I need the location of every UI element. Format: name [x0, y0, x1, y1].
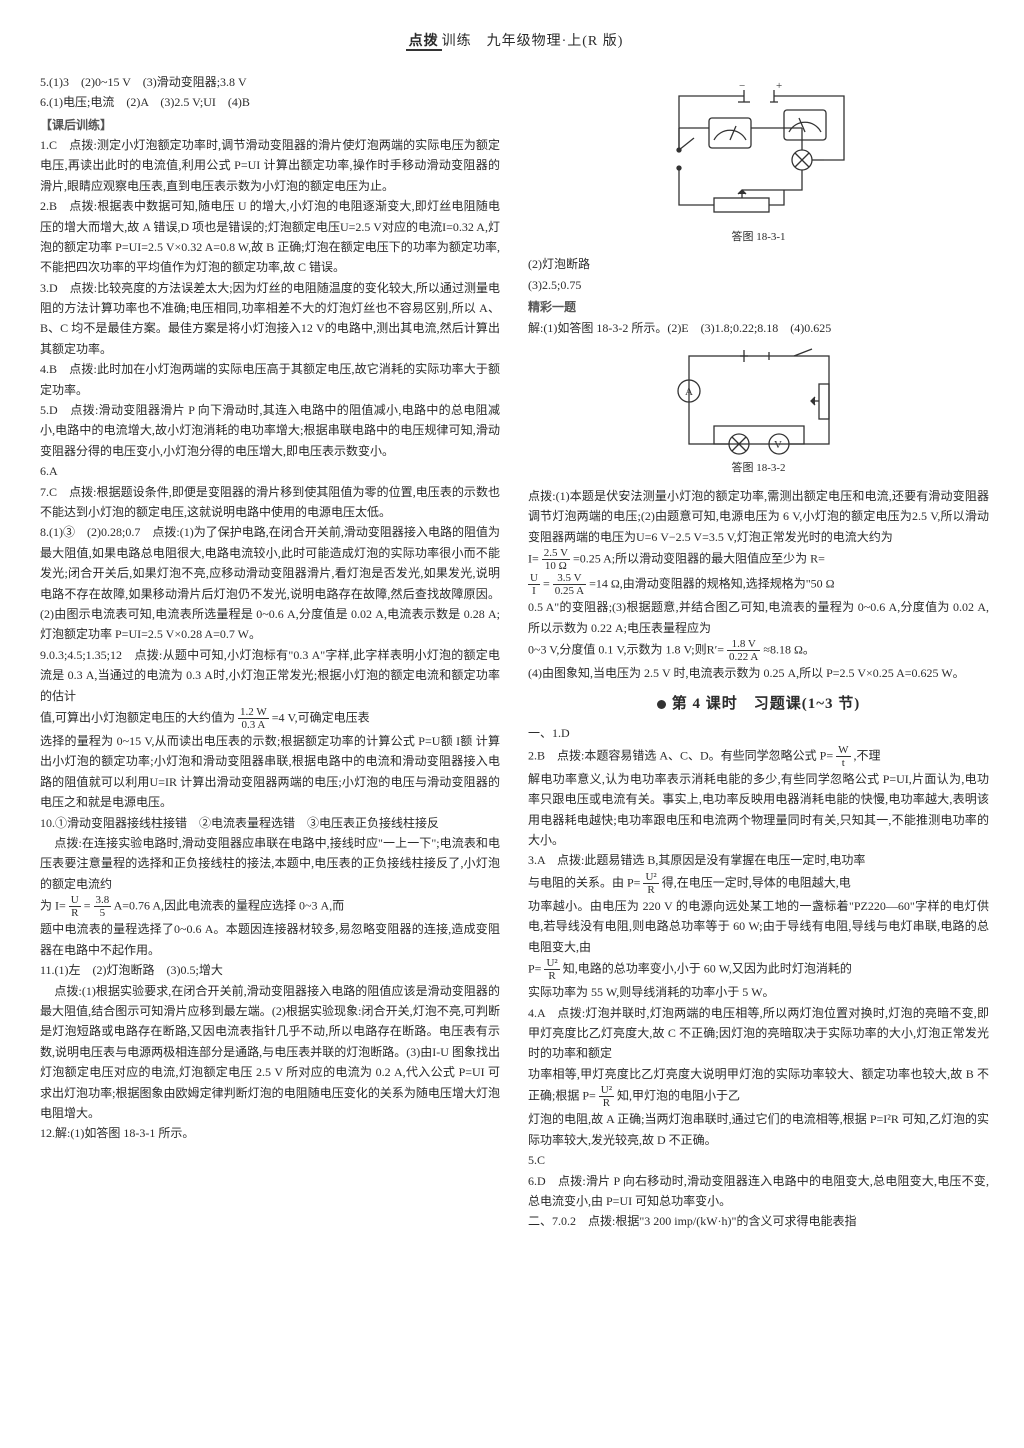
q9a: 9.0.3;4.5;1.35;12 点拨:从题中可知,小灯泡标有"0.3 A"字… [40, 645, 500, 706]
s4b-post: 知,甲灯泡的电阻小于乙 [617, 1089, 740, 1103]
jb2-post: =0.25 A;所以滑动变阻器的最大阻值应至少为 R= [573, 551, 825, 565]
right-column: − + 答图 18-3-1 (2)灯泡断路 (3)2.5;0.75 精彩一题 解… [528, 72, 989, 1232]
left-column: 5.(1)3 (2)0~15 V (3)滑动变阻器;3.8 V 6.(1)电压;… [40, 72, 500, 1232]
jb3-post: =14 Ω,由滑动变阻器的规格知,选择规格为"50 Ω [589, 576, 835, 590]
jb2: I= 2.5 V10 Ω =0.25 A;所以滑动变阻器的最大阻值应至少为 R= [528, 547, 989, 572]
header-logo1: 点拨 [406, 34, 442, 51]
s3b: 与电阻的关系。由 P= U²R 得,在电压一定时,导体的电阻越大,电 [528, 871, 989, 896]
frac-r2: UI [528, 572, 540, 597]
q11a: 11.(1)左 (2)灯泡断路 (3)0.5;增大 [40, 960, 500, 980]
jb5-pre: 0~3 V,分度值 0.1 V,示数为 1.8 V;则R′= [528, 642, 724, 656]
lesson-title: 第 4 课时 习题课(1~3 节) [672, 696, 861, 712]
q4: 4.B 点拨:此时加在小灯泡两端的实际电压高于其额定电压,故它消耗的实际功率大于… [40, 359, 500, 400]
page-header: 点拨训练 九年级物理·上(R 版) [40, 30, 989, 54]
q10d: 题中电流表的量程选择了0~0.6 A。本题因连接器材较多,易忽略变阻器的连接,造… [40, 919, 500, 960]
frac-1: 1.2 W0.3 A [238, 706, 269, 731]
q10b: 点拨:在连接实验电路时,滑动变阻器应串联在电路中,接线时应"一上一下";电流表和… [40, 833, 500, 894]
q3: 3.D 点拨:比较亮度的方法误差太大;因为灯丝的电阻随温度的变化较大,所以通过测… [40, 278, 500, 360]
q10c-mid: = [84, 899, 91, 913]
q5: 5.D 点拨:滑动变阻器滑片 P 向下滑动时,其连入电路中的阻值减小,电路中的总… [40, 400, 500, 461]
q10c-pre: 为 I= [40, 899, 66, 913]
jc1: 解:(1)如答图 18-3-2 所示。(2)E (3)1.8;0.22;8.18… [528, 318, 989, 338]
q10a: 10.①滑动变阻器接线柱接错 ②电流表量程选错 ③电压表正负接线柱接反 [40, 813, 500, 833]
s3d: P= U²R 知,电路的总功率变小,小于 60 W,又因为此时灯泡消耗的 [528, 957, 989, 982]
frac-r1: 2.5 V10 Ω [542, 547, 570, 572]
frac-3: 3.85 [94, 894, 112, 919]
s3b-pre: 与电阻的关系。由 P= [528, 875, 640, 889]
circuit-svg-1: − + [654, 80, 864, 225]
header-title: 九年级物理·上(R 版) [487, 34, 624, 49]
figure-18-3-2: A V 答图 18-3-2 [528, 346, 989, 478]
s6: 6.D 点拨:滑片 P 向右移动时,滑动变阻器连入电路中的电阻变大,总电阻变大,… [528, 1171, 989, 1212]
s4c: 灯泡的电阻,故 A 正确;当两灯泡串联时,通过它们的电流相等,根据 P=I²R … [528, 1109, 989, 1150]
frac-2: UR [69, 894, 81, 919]
s3e: 实际功率为 55 W,则导线消耗的功率小于 5 W。 [528, 982, 989, 1002]
svg-text:+: + [776, 80, 782, 92]
bullet-icon [657, 700, 666, 709]
line-5: 5.(1)3 (2)0~15 V (3)滑动变阻器;3.8 V [40, 72, 500, 92]
s4b-pre: 功率相等,甲灯亮度比乙灯亮度大说明甲灯泡的实际功率较大、额定功率也较大,故 B … [528, 1067, 989, 1103]
s3b-post: 得,在电压一定时,导体的电阻越大,电 [662, 875, 851, 889]
s4b: 功率相等,甲灯亮度比乙灯亮度大说明甲灯泡的实际功率较大、额定功率也较大,故 B … [528, 1064, 989, 1110]
s2-post: ,不理 [854, 748, 881, 762]
line-6: 6.(1)电压;电流 (2)A (3)2.5 V;UI (4)B [40, 92, 500, 112]
jingcai: 精彩一题 [528, 297, 989, 317]
r2: (2)灯泡断路 [528, 254, 989, 274]
jb2-pre: I= [528, 551, 539, 565]
frac-s3: U²R [544, 957, 559, 982]
s5: 5.C [528, 1150, 989, 1170]
q10c-post: A=0.76 A,因此电流表的量程应选择 0~3 A,而 [114, 899, 345, 913]
q1: 1.C 点拨:测定小灯泡额定功率时,调节滑动变阻器的滑片使灯泡两端的实际电压为额… [40, 135, 500, 196]
q9b-pre: 值,可算出小灯泡额定电压的大约值为 [40, 710, 235, 724]
svg-text:V: V [774, 439, 782, 451]
frac-s1: Wt [836, 744, 850, 769]
svg-text:−: − [739, 80, 745, 92]
frac-s2: U²R [643, 871, 658, 896]
jb5: 0~3 V,分度值 0.1 V,示数为 1.8 V;则R′= 1.8 V0.22… [528, 638, 989, 663]
s4a: 4.A 点拨:灯泡并联时,灯泡两端的电压相等,所以两灯泡位置对换时,灯泡的亮暗不… [528, 1003, 989, 1064]
s2: 2.B 点拨:本题容易错选 A、C、D。有些同学忽略公式 P= Wt ,不理 [528, 744, 989, 769]
circuit-svg-2: A V [674, 346, 844, 456]
section-aftertrain: 【课后训练】 [40, 115, 500, 135]
fig2-caption: 答图 18-3-2 [528, 459, 989, 478]
q6: 6.A [40, 461, 500, 481]
frac-r3: 3.5 V0.25 A [553, 572, 586, 597]
q7: 7.C 点拨:根据题设条件,即便是变阻器的滑片移到使其阻值为零的位置,电压表的示… [40, 482, 500, 523]
s3c: 功率越小。由电压为 220 V 的电源向远处某工地的一盏标着"PZ220—60"… [528, 896, 989, 957]
s7: 二、7.0.2 点拨:根据"3 200 imp/(kW·h)"的含义可求得电能表… [528, 1211, 989, 1231]
q2: 2.B 点拨:根据表中数据可知,随电压 U 的增大,小灯泡的电阻逐渐变大,即灯丝… [40, 196, 500, 278]
q10c: 为 I= UR = 3.85 A=0.76 A,因此电流表的量程应选择 0~3 … [40, 894, 500, 919]
s1: 一、1.D [528, 723, 989, 743]
frac-r4: 1.8 V0.22 A [727, 638, 760, 663]
q9c: 选择的量程为 0~15 V,从而读出电压表的示数;根据额定功率的计算公式 P=U… [40, 731, 500, 813]
q11b: 点拨:(1)根据实验要求,在闭合开关前,滑动变阻器接入电路的阻值应该是滑动变阻器… [40, 981, 500, 1124]
jb6: (4)由图象知,当电压为 2.5 V 时,电流表示数为 0.25 A,所以 P=… [528, 663, 989, 683]
q9b-post: =4 V,可确定电压表 [272, 710, 370, 724]
figure-18-3-1: − + 答图 18-3-1 [528, 80, 989, 247]
jb3-mid: = [543, 576, 550, 590]
fig1-caption: 答图 18-3-1 [528, 228, 989, 247]
s2b: 解电功率意义,认为电功率表示消耗电能的多少,有些同学忽略公式 P=UI,片面认为… [528, 769, 989, 851]
s3d-pre: P= [528, 961, 541, 975]
s3d-post: 知,电路的总功率变小,小于 60 W,又因为此时灯泡消耗的 [563, 961, 852, 975]
jb5-post: ≈8.18 Ω。 [763, 642, 815, 656]
q8: 8.(1)③ (2)0.28;0.7 点拨:(1)为了保护电路,在闭合开关前,滑… [40, 522, 500, 644]
jb1: 点拨:(1)本题是伏安法测量小灯泡的额定功率,需测出额定电压和电流,还要有滑动变… [528, 486, 989, 547]
jb4: 0.5 A"的变阻器;(3)根据题意,并结合图乙可知,电流表的量程为 0~0.6… [528, 597, 989, 638]
s2-pre: 2.B 点拨:本题容易错选 A、C、D。有些同学忽略公式 P= [528, 748, 833, 762]
lesson-header: 第 4 课时 习题课(1~3 节) [528, 692, 989, 718]
q9b: 值,可算出小灯泡额定电压的大约值为 1.2 W0.3 A =4 V,可确定电压表 [40, 706, 500, 731]
header-logo2: 训练 [442, 34, 472, 49]
r3: (3)2.5;0.75 [528, 275, 989, 295]
s3a: 3.A 点拨:此题易错选 B,其原因是没有掌握在电压一定时,电功率 [528, 850, 989, 870]
jb3: UI = 3.5 V0.25 A =14 Ω,由滑动变阻器的规格知,选择规格为"… [528, 572, 989, 597]
q12: 12.解:(1)如答图 18-3-1 所示。 [40, 1123, 500, 1143]
frac-s4: U²R [599, 1084, 614, 1109]
svg-text:A: A [685, 386, 693, 398]
